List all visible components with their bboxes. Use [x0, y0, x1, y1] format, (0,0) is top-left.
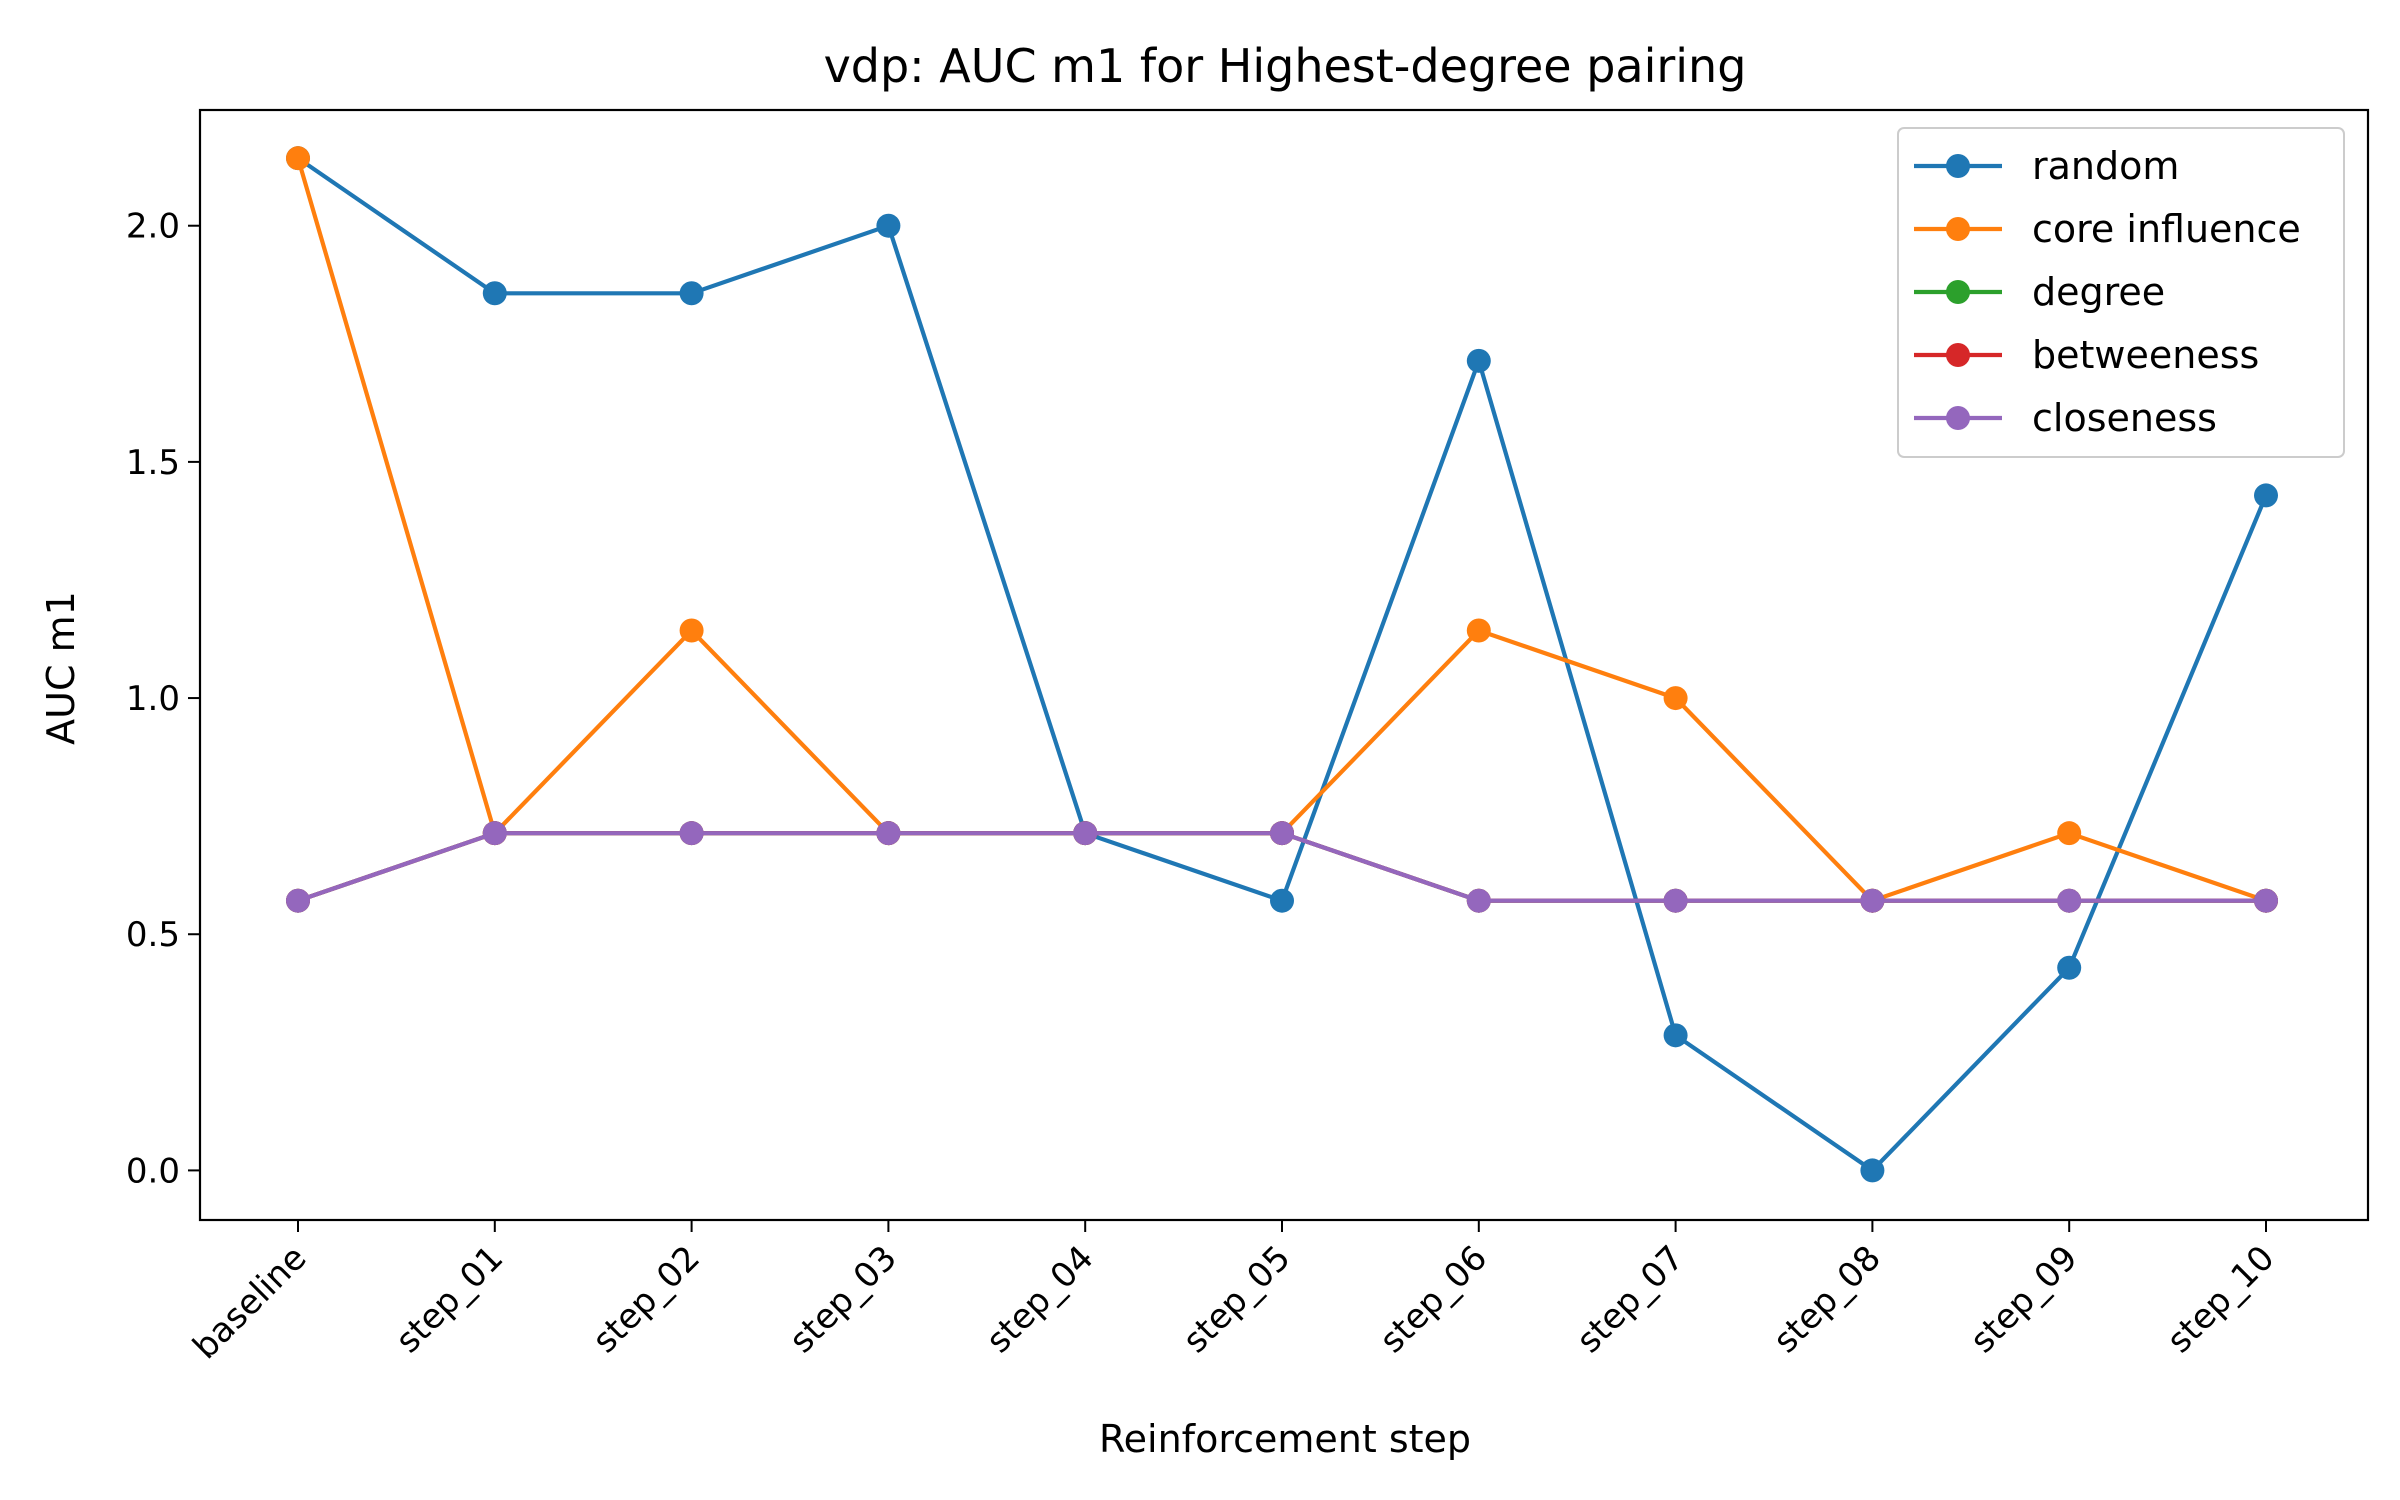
x-tick-label: step_05	[1175, 1238, 1298, 1361]
data-point	[286, 888, 310, 913]
data-point	[1663, 888, 1688, 913]
data-point	[2057, 955, 2082, 980]
x-tick-label: step_10	[2159, 1238, 2282, 1361]
y-tick-label: 2.0	[126, 207, 180, 247]
x-tick-label: step_06	[1372, 1238, 1495, 1361]
legend-marker	[1946, 154, 1970, 178]
y-tick-label: 0.0	[126, 1151, 180, 1191]
x-tick-label: step_02	[585, 1238, 708, 1361]
data-point	[2254, 483, 2278, 508]
data-point	[482, 821, 507, 846]
data-point	[1073, 821, 1098, 846]
data-point	[1270, 888, 1294, 913]
legend-item: betweeness	[1914, 333, 2259, 377]
x-tick-label: baseline	[185, 1238, 314, 1367]
legend-marker	[1946, 217, 1970, 241]
legend-label: random	[2032, 144, 2179, 188]
y-tick-label: 0.5	[126, 915, 180, 955]
data-point	[1466, 618, 1491, 643]
x-tick-label: step_04	[979, 1238, 1102, 1361]
data-point	[1466, 888, 1491, 913]
chart-title: vdp: AUC m1 for Highest-degree pairing	[824, 39, 1747, 93]
data-point	[286, 146, 310, 171]
x-tick-label: step_01	[388, 1238, 511, 1361]
series-random	[286, 146, 2278, 1183]
data-point	[482, 281, 507, 306]
x-axis-label: Reinforcement step	[1099, 1417, 1471, 1461]
data-point	[1860, 1158, 1885, 1183]
data-point	[876, 821, 901, 846]
legend-label: core influence	[2032, 207, 2301, 251]
legend-marker	[1946, 406, 1970, 430]
legend-label: betweeness	[2032, 333, 2259, 377]
legend-item: closeness	[1914, 396, 2217, 440]
legend-box	[1897, 127, 2345, 458]
x-tick-label: step_07	[1569, 1238, 1692, 1361]
legend-marker	[1946, 343, 1970, 367]
data-point	[876, 213, 901, 238]
series-closeness	[286, 821, 2278, 913]
legend-label: degree	[2032, 270, 2165, 314]
data-point	[679, 821, 704, 846]
data-point	[2057, 888, 2082, 913]
data-point	[2057, 821, 2082, 846]
legend-item: degree	[1914, 270, 2165, 314]
data-point	[1466, 348, 1491, 373]
plot-frame	[198, 108, 2370, 1222]
data-point	[1270, 821, 1294, 846]
y-tick-label: 1.5	[126, 443, 180, 483]
series-layer	[286, 146, 2278, 1183]
data-point	[1860, 888, 1885, 913]
y-axis-label: AUC m1	[39, 591, 83, 745]
legend-marker	[1946, 280, 1970, 304]
data-point	[1663, 1023, 1688, 1048]
legend-label: closeness	[2032, 396, 2217, 440]
legend-item: core influence	[1914, 207, 2301, 251]
data-point	[679, 618, 704, 643]
data-point	[2254, 888, 2278, 913]
y-tick-label: 1.0	[126, 679, 180, 719]
data-point	[1663, 686, 1688, 711]
data-point	[679, 281, 704, 306]
x-tick-label: step_09	[1963, 1238, 2086, 1361]
legend-item: random	[1914, 144, 2179, 188]
x-tick-label: step_08	[1766, 1238, 1889, 1361]
x-tick-label: step_03	[782, 1238, 905, 1361]
legend: random core influence degree betweeness clos…	[1897, 127, 2345, 458]
